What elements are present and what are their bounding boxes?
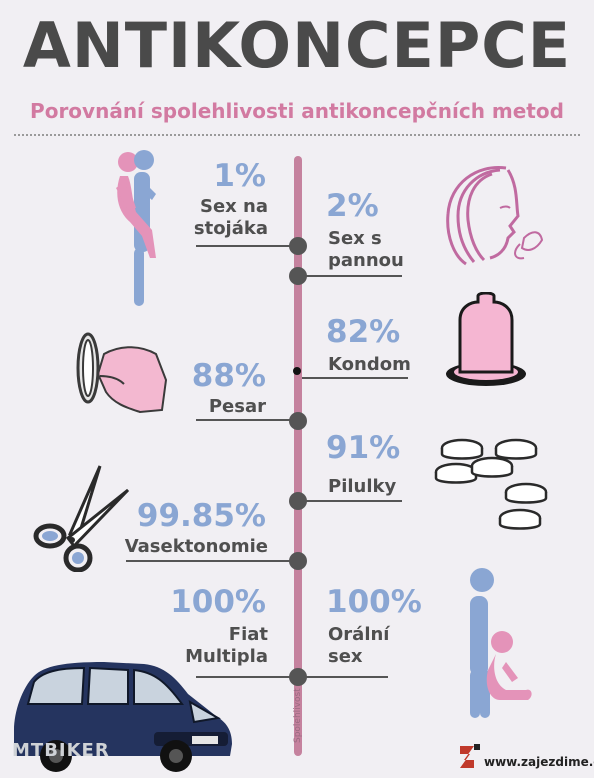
pct-oralni-sex: 100% [326,584,422,620]
node-5 [289,492,307,510]
oral-sex-icon [470,568,532,718]
pct-kondom: 82% [326,314,401,350]
label-pesar: Pesar [208,396,266,417]
condom-icon [446,292,526,386]
node-1 [289,237,307,255]
node-6 [289,552,307,570]
label-pilulky: Pilulky [328,476,397,497]
node-4 [289,412,307,430]
logo-icon [460,744,480,768]
car-icon [14,662,232,772]
watermark-mtbiker: MTBIKER [12,740,110,761]
pct-pesar: 88% [191,358,266,394]
pct-sex-na-stojaka: 1% [213,158,266,194]
scissors-icon [33,465,130,572]
label-oralni-sex: Orální sex [328,624,390,667]
reliability-axis [294,156,302,756]
pct-vasektonomie: 99.85% [136,498,266,534]
watermark-zajezdime: www.zajezdime.cz [484,755,594,769]
page-subtitle: Porovnání spolehlivosti antikoncepčních … [30,99,564,123]
label-sex-s-pannou: Sex s pannou [328,228,404,271]
pct-sex-s-pannou: 2% [326,188,379,224]
pills-icon [434,438,548,530]
dotted-divider [14,134,580,136]
node-3 [293,367,301,375]
leader-5 [302,500,402,502]
node-2 [289,267,307,285]
couple-standing-icon [116,150,156,306]
page-title: ANTIKONCEPCE [22,9,572,82]
leader-6 [126,560,292,562]
label-sex-na-stojaka: Sex na stojáka [193,196,268,239]
axis-label: Spolehlivost [293,688,303,743]
leader-3 [302,377,408,379]
leader-2 [302,275,402,277]
leader-7b [302,676,388,678]
label-vasektonomie: Vasektonomie [124,536,268,557]
leader-4 [196,419,292,421]
pct-pilulky: 91% [326,430,401,466]
label-fiat-multipla: Fiat Multipla [185,624,268,667]
label-kondom: Kondom [328,354,411,375]
leader-7a [196,676,292,678]
pct-fiat-multipla: 100% [170,584,266,620]
woman-face-flower-icon [446,166,544,266]
diaphragm-hand-icon [76,332,168,414]
leader-1 [196,245,292,247]
node-7 [289,668,307,686]
